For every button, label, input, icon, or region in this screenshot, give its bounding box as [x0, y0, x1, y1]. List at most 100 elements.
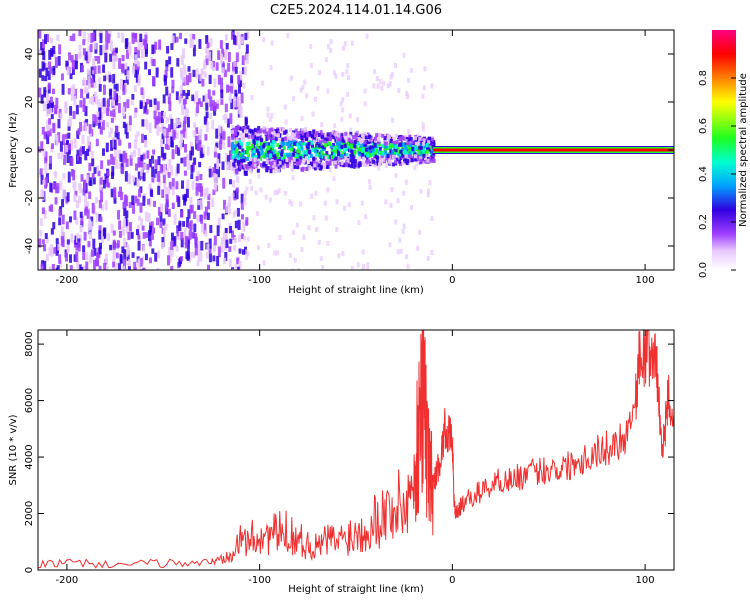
spectrogram-noise-blob	[419, 188, 423, 194]
spectrogram-band-blob	[265, 130, 269, 135]
spectrogram-band-blob	[411, 146, 415, 151]
spectrogram-noise-blob	[232, 211, 236, 218]
spectrogram-noise-blob	[384, 199, 388, 205]
spectrogram-noise-blob	[135, 68, 139, 78]
spectrogram-band-blob	[267, 135, 271, 140]
spectrogram-band-blob	[323, 136, 327, 141]
spectrogram-noise-blob	[208, 165, 212, 172]
spectrogram-noise-blob	[122, 84, 126, 95]
spectrogram-band-blob	[296, 131, 300, 136]
spectrogram-band-blob	[425, 147, 429, 152]
spectrogram-noise-blob	[368, 184, 372, 190]
spectrogram-noise-blob	[226, 155, 230, 165]
spectrogram-noise-blob	[189, 196, 193, 208]
spectrogram-noise-blob	[80, 266, 84, 270]
spectrogram-noise-blob	[223, 239, 227, 251]
spectrogram-noise-blob	[211, 61, 215, 68]
spectrogram-band-blob	[246, 125, 250, 130]
spectrogram-noise-blob	[378, 79, 382, 85]
spectrogram-noise-blob	[127, 231, 131, 241]
spectrogram-noise-blob	[350, 265, 354, 270]
spectrogram-noise-blob	[59, 112, 63, 119]
spectrogram-noise-blob	[222, 177, 226, 189]
spectrogram-noise-blob	[238, 83, 242, 94]
spectrogram-band-blob	[285, 161, 289, 166]
spectrogram-noise-blob	[61, 83, 65, 95]
spectrogram-noise-blob	[228, 259, 232, 268]
spectrogram-noise-blob	[347, 202, 351, 208]
spectrogram-noise-blob	[171, 79, 175, 89]
spectrogram-band-blob	[422, 144, 426, 149]
spectrogram-noise-blob	[186, 250, 190, 260]
spectrogram-noise-blob	[76, 149, 80, 158]
snr-series-line	[38, 330, 674, 569]
spectrogram-band-blob	[295, 142, 299, 147]
spectrogram-noise-blob	[104, 253, 108, 264]
spectrogram-noise-blob	[45, 62, 49, 72]
spectrogram-noise-blob	[209, 96, 213, 107]
spectrogram-noise-blob	[55, 246, 59, 256]
spectrogram-band-blob	[274, 158, 278, 163]
spectrogram-noise-blob	[240, 233, 244, 240]
spectrogram-band-blob	[380, 151, 384, 156]
spectrogram-noise-blob	[82, 48, 86, 56]
spectrogram-noise-blob	[81, 146, 85, 155]
spectrogram-noise-blob	[67, 88, 71, 95]
spectrogram-noise-blob	[116, 131, 120, 140]
spectrogram-band-blob	[416, 142, 420, 147]
spectrogram-noise-blob	[192, 50, 196, 57]
spectrogram-noise-blob	[68, 52, 72, 61]
spectrogram-noise-blob	[229, 226, 233, 234]
spectrogram-band-blob	[418, 145, 422, 150]
spectrogram-band-blob	[252, 141, 256, 146]
spectrogram-band-blob	[250, 144, 254, 149]
spectrogram-noise-blob	[163, 128, 167, 136]
spectrogram-band-blob	[366, 153, 370, 158]
spectrogram-band-blob	[234, 139, 238, 144]
spectrogram-band-blob	[394, 133, 398, 138]
spectrogram-noise-blob	[41, 61, 45, 72]
spectrogram-band-blob	[410, 140, 414, 145]
spectrogram-band-blob	[425, 143, 429, 148]
spectrogram-band-blob	[315, 147, 319, 152]
spectrogram-noise-blob	[283, 190, 287, 196]
spectrogram-noise-blob	[123, 113, 127, 119]
spectrogram-noise-blob	[162, 164, 166, 176]
spectrogram-band-blob	[233, 153, 237, 158]
spectrogram-noise-blob	[67, 123, 71, 131]
spectrogram-band-blob	[349, 158, 353, 163]
spectrogram-noise-blob	[426, 255, 430, 261]
spectrogram-noise-blob	[184, 242, 188, 249]
spectrogram-noise-blob	[212, 167, 216, 173]
spectrogram-noise-blob	[185, 188, 189, 198]
spectrogram-band-blob	[278, 144, 282, 149]
spectrogram-noise-blob	[73, 210, 77, 220]
spectrogram-noise-blob	[230, 83, 234, 94]
spectrogram-noise-blob	[84, 86, 88, 95]
spectrogram-noise-blob	[184, 193, 188, 202]
spectrogram-band-blob	[299, 156, 303, 161]
spectrogram-noise-blob	[106, 108, 110, 116]
spectrogram-noise-blob	[51, 264, 55, 270]
spectrogram-noise-blob	[199, 73, 203, 82]
spectrogram-noise-blob	[205, 48, 209, 59]
spectrogram-noise-blob	[356, 117, 360, 123]
spectrogram-band-blob	[367, 150, 371, 155]
spectrogram-noise-blob	[84, 208, 88, 216]
spectrogram-noise-blob	[268, 197, 272, 203]
spectrogram-band-blob	[269, 169, 273, 174]
spectrogram-noise-blob	[200, 240, 204, 251]
y-tick-label: 4000	[24, 444, 35, 469]
spectrogram-noise-blob	[114, 159, 118, 169]
spectrogram-noise-blob	[146, 163, 150, 170]
spectrogram-noise-blob	[128, 122, 132, 132]
spectrogram-noise-blob	[66, 239, 70, 245]
spectrogram-noise-blob	[239, 79, 243, 87]
spectrogram-noise-blob	[86, 79, 90, 86]
spectrogram-band-blob	[376, 137, 380, 142]
spectrogram-noise-blob	[192, 129, 196, 136]
spectrogram-band-blob	[297, 134, 301, 139]
spectrogram-noise-blob	[65, 221, 69, 230]
spectrogram-band-blob	[417, 155, 421, 160]
spectrogram-band-blob	[257, 126, 261, 131]
